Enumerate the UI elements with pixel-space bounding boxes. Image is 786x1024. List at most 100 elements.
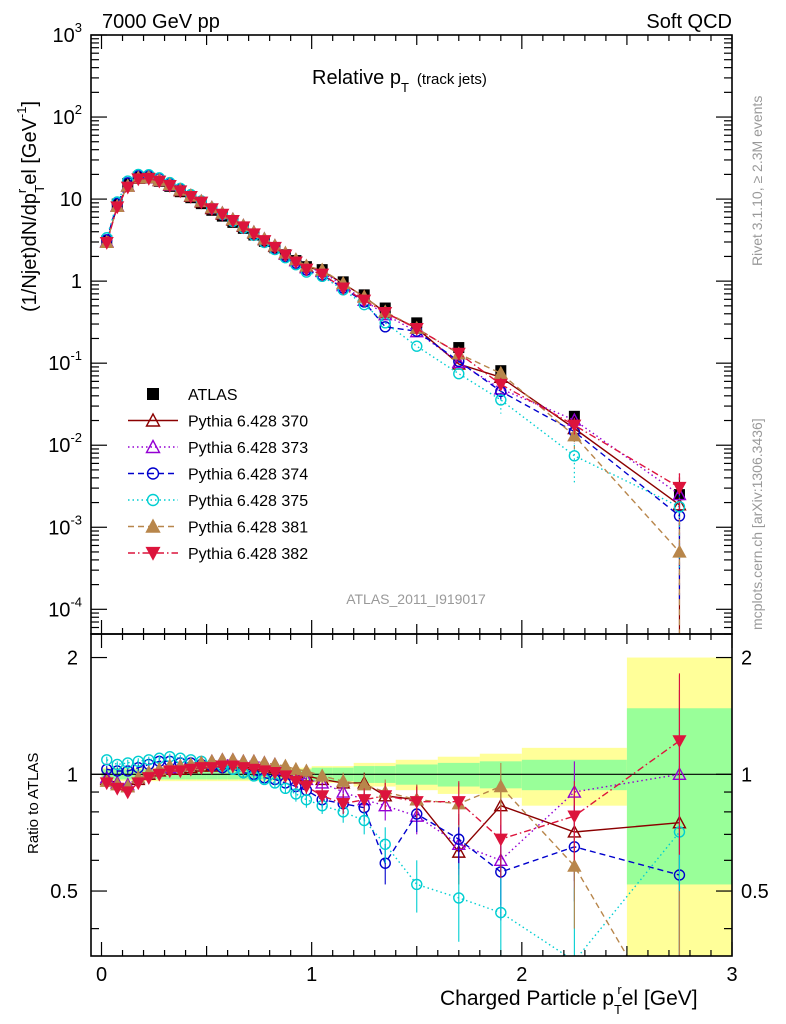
ratio-tick-label-right: 2 bbox=[741, 648, 752, 670]
ratio-point bbox=[215, 760, 230, 774]
y-tick-base: 10 bbox=[53, 25, 75, 47]
main-point bbox=[99, 237, 114, 250]
ratio-series-6 bbox=[99, 673, 687, 879]
main-point bbox=[336, 282, 351, 296]
y-tick-exp: 3 bbox=[75, 20, 82, 35]
ratio-point bbox=[378, 790, 393, 804]
y-tick-label: 10 bbox=[60, 189, 82, 211]
main-point bbox=[246, 228, 261, 242]
legend-marker bbox=[146, 493, 160, 507]
main-point bbox=[567, 419, 582, 433]
ratio-point bbox=[99, 777, 114, 791]
ratio-point bbox=[453, 892, 465, 904]
main-point bbox=[453, 368, 465, 380]
main-point bbox=[493, 378, 508, 392]
main-point bbox=[409, 323, 424, 336]
ratio-point bbox=[411, 878, 423, 891]
ratio-point bbox=[358, 814, 370, 827]
ratio-point bbox=[110, 782, 125, 796]
x-tick-label: 1 bbox=[306, 964, 317, 986]
ratio-point bbox=[315, 768, 330, 782]
y-tick-exp: -3 bbox=[70, 512, 82, 527]
main-series-4 bbox=[101, 168, 686, 574]
y-tick-base: 10 bbox=[48, 517, 70, 539]
main-point bbox=[120, 181, 135, 195]
y-tick-base: 10 bbox=[60, 189, 82, 211]
ratio-point bbox=[132, 755, 144, 768]
ratio-point bbox=[336, 773, 351, 787]
main-point bbox=[673, 501, 686, 513]
main-point bbox=[567, 428, 582, 442]
y-tick-label: 10-1 bbox=[48, 348, 82, 375]
ratio-point bbox=[194, 762, 209, 775]
ratio-point bbox=[493, 779, 508, 793]
side-note-bottom: mcplots.cern.ch [arXiv:1306.3436] bbox=[749, 418, 765, 630]
y-tick-exp: -1 bbox=[70, 348, 82, 363]
main-series-6 bbox=[99, 172, 687, 512]
y-axis-label-sub: T bbox=[32, 185, 47, 193]
main-point bbox=[672, 544, 687, 558]
main-point bbox=[278, 249, 293, 263]
analysis-id: ATLAS_2011_I919017 bbox=[346, 591, 486, 607]
main-point bbox=[299, 263, 314, 277]
ratio-series-2 bbox=[99, 675, 687, 956]
legend-marker bbox=[145, 439, 161, 454]
ratio-point bbox=[288, 775, 303, 789]
main-point bbox=[162, 180, 177, 193]
ratio-point bbox=[236, 762, 251, 775]
main-point bbox=[204, 203, 219, 217]
ratio-point bbox=[141, 772, 156, 785]
chart-title: Relative pT (track jets) bbox=[312, 67, 487, 95]
ratio-point bbox=[451, 796, 466, 809]
main-point bbox=[194, 196, 209, 210]
ratio-point bbox=[111, 758, 123, 771]
ratio-axis-label: Ratio to ATLAS bbox=[25, 753, 42, 854]
ratio-tick-label-left: 1 bbox=[67, 764, 78, 786]
legend-marker bbox=[147, 388, 159, 400]
ratio-point bbox=[495, 906, 507, 919]
main-point bbox=[568, 450, 581, 462]
ratio-point bbox=[278, 770, 293, 784]
legend-marker bbox=[145, 546, 161, 561]
ratio-point bbox=[672, 735, 687, 749]
y-tick-base: 10 bbox=[48, 599, 70, 621]
legend-marker bbox=[145, 518, 161, 533]
ratio-point bbox=[279, 782, 292, 795]
y-tick-label: 103 bbox=[53, 20, 82, 47]
ratio-point bbox=[122, 757, 134, 769]
y-tick-exp: -4 bbox=[70, 594, 82, 609]
chart-title-sub: T bbox=[401, 80, 409, 95]
ratio-point bbox=[453, 833, 465, 845]
x-axis-label-sub: T bbox=[614, 1002, 622, 1017]
main-point bbox=[357, 294, 372, 308]
ratio-frame bbox=[90, 633, 733, 957]
main-series-3 bbox=[101, 169, 686, 602]
ratio-point bbox=[378, 798, 393, 812]
x-axis-label-rest: el [GeV] bbox=[622, 987, 698, 1010]
ratio-point bbox=[336, 798, 351, 811]
ratio-point bbox=[290, 788, 302, 800]
main-point bbox=[495, 394, 507, 406]
ratio-series-line bbox=[106, 755, 681, 956]
ratio-point bbox=[183, 763, 198, 777]
ratio-point bbox=[143, 754, 155, 766]
ratio-point bbox=[493, 833, 508, 847]
y-tick-label: 1 bbox=[71, 271, 82, 293]
main-point bbox=[267, 241, 282, 255]
ratio-point bbox=[152, 768, 167, 782]
legend-marker bbox=[146, 467, 160, 480]
ratio-point bbox=[357, 794, 372, 807]
y-axis-label-main: (1/Njet)dN/dp bbox=[19, 193, 41, 312]
ratio-series-1 bbox=[99, 689, 687, 956]
y-tick-base: 10 bbox=[53, 107, 75, 129]
y-tick-exp: 2 bbox=[75, 102, 82, 117]
ratio-point bbox=[204, 762, 219, 775]
legend-marker bbox=[145, 412, 161, 427]
ratio-point bbox=[315, 775, 330, 789]
ratio-panel-series bbox=[99, 673, 687, 956]
ratio-point bbox=[101, 754, 113, 766]
main-point bbox=[315, 268, 330, 282]
ratio-point bbox=[379, 838, 391, 850]
ratio-tick-label-right: 1 bbox=[741, 764, 752, 786]
